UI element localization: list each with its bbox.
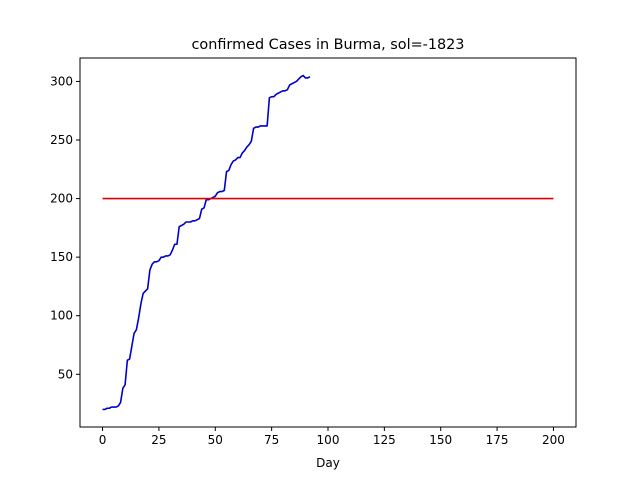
x-tick-label: 125 (373, 433, 396, 447)
y-tick-label: 250 (50, 133, 73, 147)
y-tick-label: 300 (50, 74, 73, 88)
chart-title: confirmed Cases in Burma, sol=-1823 (192, 37, 465, 53)
x-axis-ticks: 0 25 50 75 100 125 150 175 200 (99, 427, 565, 447)
y-tick-label: 150 (50, 250, 73, 264)
x-tick-label: 100 (317, 433, 340, 447)
y-tick-label: 100 (50, 309, 73, 323)
y-tick-label: 50 (58, 367, 73, 381)
series-layer (102, 74, 554, 411)
x-axis-label: Day (316, 456, 340, 470)
confirmed-cases-line (102, 74, 311, 411)
y-tick-label: 200 (50, 192, 73, 206)
y-axis-ticks: 50 100 150 200 250 300 (50, 74, 80, 381)
x-tick-label: 50 (208, 433, 223, 447)
x-tick-label: 175 (486, 433, 509, 447)
x-tick-label: 75 (264, 433, 279, 447)
x-tick-label: 200 (542, 433, 565, 447)
x-tick-label: 150 (429, 433, 452, 447)
x-tick-label: 25 (151, 433, 166, 447)
x-tick-label: 0 (99, 433, 107, 447)
